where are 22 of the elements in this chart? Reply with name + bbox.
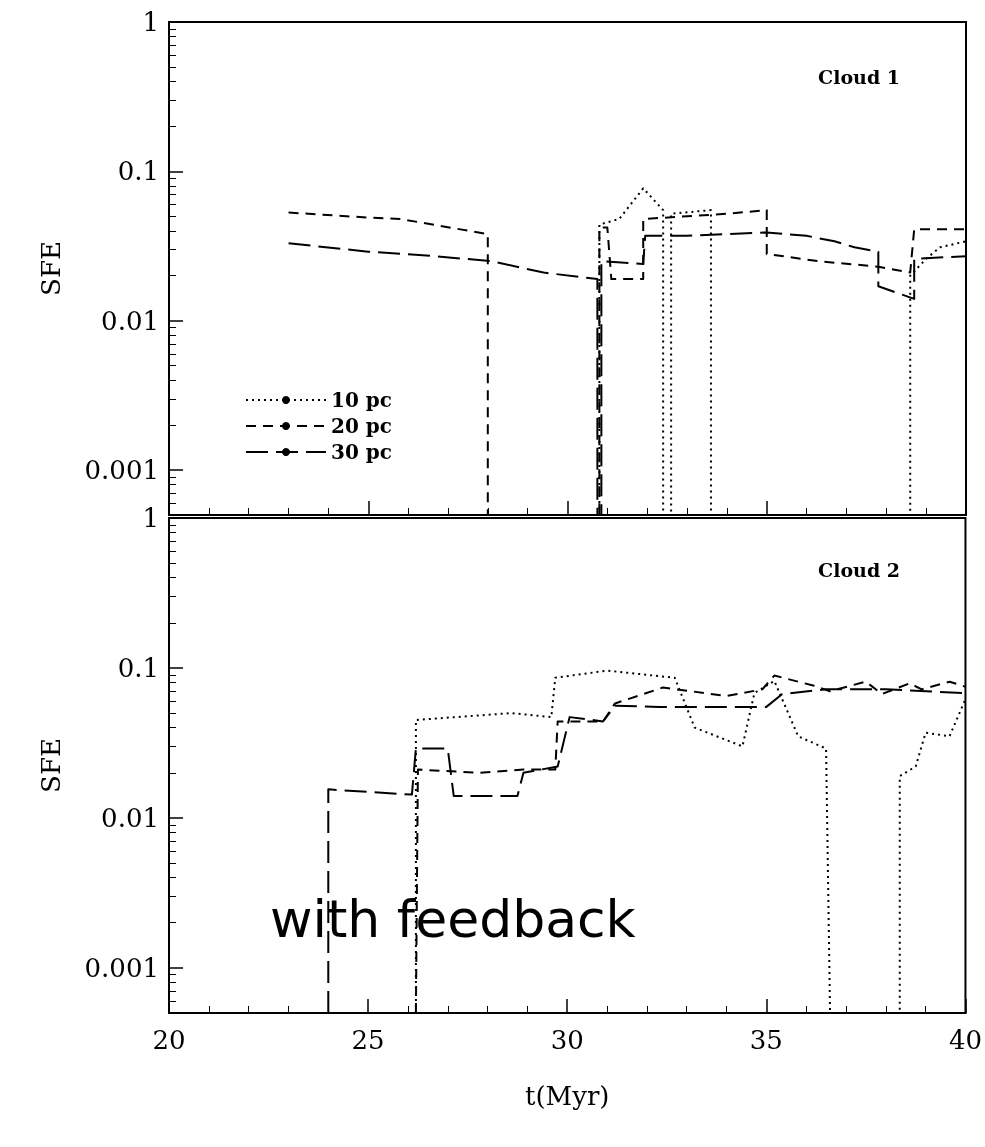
x-tick-label: 25 (351, 1025, 385, 1055)
x-axis-title: t(Myr) (524, 1081, 610, 1111)
y-tick-label: 0.1 (117, 156, 159, 187)
y-tick-label: 1 (142, 7, 159, 37)
x-tick-label: 30 (550, 1025, 584, 1055)
text: Cloud 2 (818, 558, 901, 581)
legend-label: 10 pc (331, 388, 392, 412)
legend-label: 30 pc (331, 440, 392, 464)
y-tick-label: 0.1 (117, 652, 159, 683)
y-axis-title: SFE (36, 738, 66, 793)
y-tick-label: 0.001 (84, 455, 159, 486)
y-tick-label: 0.01 (101, 802, 159, 833)
y-tick-label: 0.001 (84, 952, 159, 983)
y-tick-label: 0.01 (101, 305, 159, 336)
text: Cloud 1 (818, 65, 901, 88)
annotation: with feedback (270, 889, 636, 949)
y-tick-label: 1 (142, 503, 159, 533)
legend-label: 20 pc (331, 414, 392, 438)
x-tick-label: 20 (152, 1025, 186, 1055)
x-tick-label: 35 (749, 1025, 783, 1055)
x-tick-label: 40 (948, 1025, 982, 1055)
y-axis-title: SFE (36, 241, 66, 296)
